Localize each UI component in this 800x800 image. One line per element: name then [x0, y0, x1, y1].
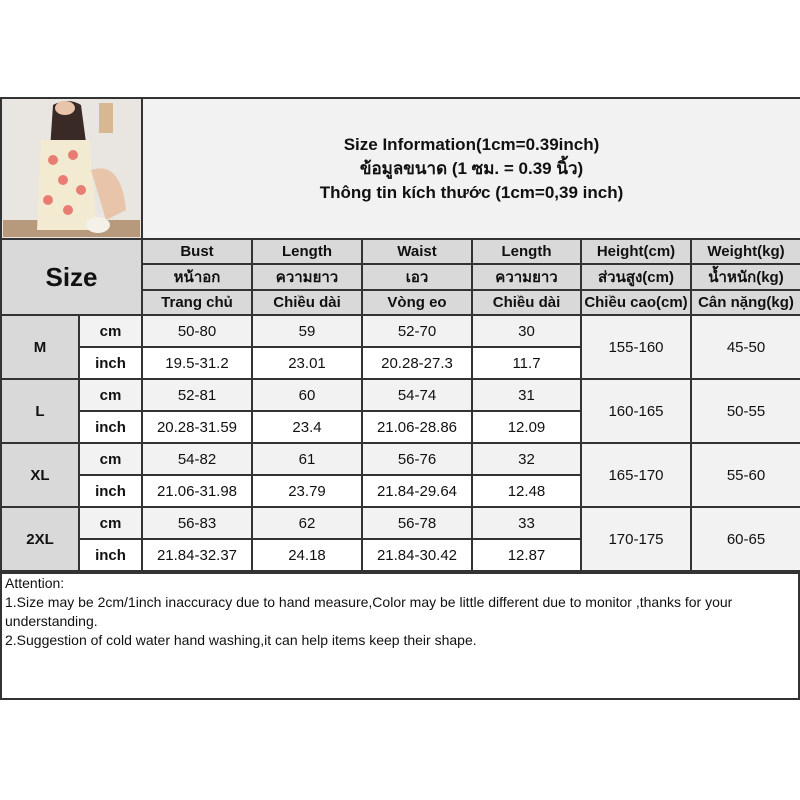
product-photo	[0, 97, 143, 240]
size-label: XL	[0, 442, 80, 508]
cell-inch: 21.84-32.37	[141, 538, 253, 572]
cell-cm: 54-74	[361, 378, 473, 412]
cell-inch: 21.06-31.98	[141, 474, 253, 508]
cell-inch: 21.84-30.42	[361, 538, 473, 572]
cell-height: 170-175	[580, 506, 692, 572]
column-header-en: Height(cm)	[580, 238, 692, 265]
attention-note-1: 1.Size may be 2cm/1inch inaccuracy due t…	[5, 594, 733, 629]
column-header-th: หน้าอก	[141, 263, 253, 291]
unit-label: inch	[78, 538, 143, 572]
column-header-th: ความยาว	[471, 263, 582, 291]
size-label: L	[0, 378, 80, 444]
cell-cm: 31	[471, 378, 582, 412]
cell-inch: 21.84-29.64	[361, 474, 473, 508]
table-row: inch 19.5-31.2 23.01 20.28-27.3 11.7	[1, 346, 800, 380]
unit-label: inch	[78, 410, 143, 444]
column-header-en: Waist	[361, 238, 473, 265]
size-label: 2XL	[0, 506, 80, 572]
cell-inch: 12.87	[471, 538, 582, 572]
unit-label: cm	[78, 506, 143, 540]
title-english: Size Information(1cm=0.39inch)	[343, 134, 600, 154]
unit-label: cm	[78, 442, 143, 476]
cell-cm: 56-83	[141, 506, 253, 540]
size-chart-table: Size Information(1cm=0.39inch) ข้อมูลขนา…	[0, 97, 800, 572]
unit-label: inch	[78, 474, 143, 508]
attention-notes: Attention: 1.Size may be 2cm/1inch inacc…	[0, 572, 800, 700]
cell-inch: 20.28-27.3	[361, 346, 473, 380]
cell-weight: 55-60	[690, 442, 800, 508]
cell-cm: 30	[471, 314, 582, 348]
column-header-vi: Chiều dài	[251, 289, 363, 316]
column-header-vi: Trang chủ	[141, 289, 253, 316]
cell-cm: 62	[251, 506, 363, 540]
cell-height: 165-170	[580, 442, 692, 508]
cell-weight: 60-65	[690, 506, 800, 572]
cell-cm: 52-70	[361, 314, 473, 348]
table-row: 2XL cm 56-83 62 56-78 33 170-175 60-65	[0, 506, 800, 572]
size-info-title: Size Information(1cm=0.39inch) ข้อมูลขนา…	[141, 97, 800, 240]
column-header-th: น้ำหนัก(kg)	[690, 263, 800, 291]
size-header: Size	[0, 238, 143, 316]
cell-inch: 11.7	[471, 346, 582, 380]
cell-inch: 19.5-31.2	[141, 346, 253, 380]
cell-inch: 20.28-31.59	[141, 410, 253, 444]
title-vietnamese: Thông tin kích thước (1cm=0,39 inch)	[319, 182, 624, 202]
unit-label: inch	[78, 346, 143, 380]
title-thai: ข้อมูลขนาด (1 ซม. = 0.39 นิ้ว)	[359, 158, 584, 178]
unit-label: cm	[78, 378, 143, 412]
cell-inch: 12.48	[471, 474, 582, 508]
cell-cm: 60	[251, 378, 363, 412]
cell-cm: 59	[251, 314, 363, 348]
cell-inch: 21.06-28.86	[361, 410, 473, 444]
cell-cm: 54-82	[141, 442, 253, 476]
cell-weight: 50-55	[690, 378, 800, 444]
cell-cm: 61	[251, 442, 363, 476]
column-header-th: ส่วนสูง(cm)	[580, 263, 692, 291]
unit-label: cm	[78, 314, 143, 348]
column-header-vi: Vòng eo	[361, 289, 473, 316]
table-row: inch 21.06-31.98 23.79 21.84-29.64 12.48	[1, 474, 800, 508]
cell-cm: 33	[471, 506, 582, 540]
cell-inch: 23.4	[251, 410, 363, 444]
cell-weight: 45-50	[690, 314, 800, 380]
column-header-en: Bust	[141, 238, 253, 265]
column-header-vi: Cân nặng(kg)	[690, 289, 800, 316]
attention-heading: Attention:	[5, 575, 65, 591]
attention-note-2: 2.Suggestion of cold water hand washing,…	[5, 632, 477, 648]
cell-cm: 56-78	[361, 506, 473, 540]
column-header-vi: Chiều cao(cm)	[580, 289, 692, 316]
column-header-vi: Chiều dài	[471, 289, 582, 316]
cell-height: 160-165	[580, 378, 692, 444]
column-header-en: Length	[471, 238, 582, 265]
cell-cm: 50-80	[141, 314, 253, 348]
cell-inch: 23.79	[251, 474, 363, 508]
cell-height: 155-160	[580, 314, 692, 380]
column-header-th: ความยาว	[251, 263, 363, 291]
cell-cm: 32	[471, 442, 582, 476]
cell-inch: 23.01	[251, 346, 363, 380]
cell-cm: 56-76	[361, 442, 473, 476]
column-header-en: Weight(kg)	[690, 238, 800, 265]
table-row: inch 20.28-31.59 23.4 21.06-28.86 12.09	[1, 410, 800, 444]
column-header-en: Length	[251, 238, 363, 265]
size-label: M	[0, 314, 80, 380]
cell-inch: 24.18	[251, 538, 363, 572]
cell-cm: 52-81	[141, 378, 253, 412]
column-header-th: เอว	[361, 263, 473, 291]
cell-inch: 12.09	[471, 410, 582, 444]
table-row: inch 21.84-32.37 24.18 21.84-30.42 12.87	[1, 538, 800, 572]
table-row: XL cm 54-82 61 56-76 32 165-170 55-60	[0, 442, 800, 508]
